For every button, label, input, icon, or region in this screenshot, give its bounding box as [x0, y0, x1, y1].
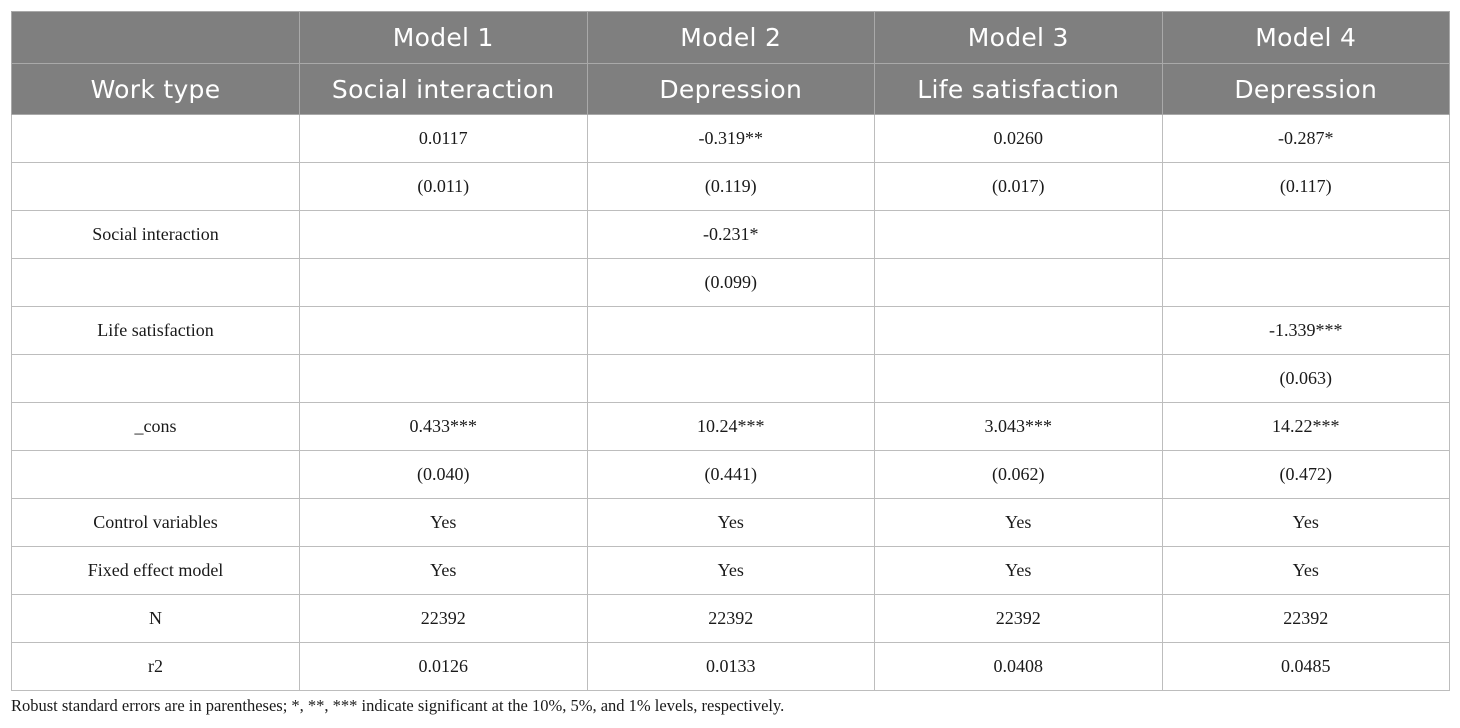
table-header: Model 1 Model 2 Model 3 Model 4 Work typ… — [11, 11, 1450, 115]
dependent-var-3: Life satisfaction — [874, 63, 1163, 115]
table-cell-model-3 — [874, 258, 1163, 307]
regression-table-container: Model 1 Model 2 Model 3 Model 4 Work typ… — [11, 11, 1450, 691]
table-row: Life satisfaction -1.339*** — [11, 306, 1450, 355]
row-label — [11, 258, 300, 307]
row-label: r2 — [11, 642, 300, 691]
dependent-var-1: Social interaction — [299, 63, 588, 115]
table-row: (0.099) — [11, 258, 1450, 307]
table-cell-model-4: -0.287* — [1161, 114, 1450, 163]
table-footnote: Robust standard errors are in parenthese… — [11, 696, 785, 715]
table-cell-model-1 — [299, 210, 588, 259]
table-cell-model-3: 0.0260 — [874, 114, 1163, 163]
model-1-header: Model 1 — [299, 11, 588, 64]
row-label: Life satisfaction — [11, 306, 300, 355]
table-cell-model-1: Yes — [299, 498, 588, 547]
table-cell-model-2: -0.319** — [586, 114, 875, 163]
table-cell-model-4 — [1161, 258, 1450, 307]
dependent-var-2: Depression — [586, 63, 875, 115]
table-body: 0.0117 -0.319** 0.0260 -0.287* (0.011) (0.119… — [11, 114, 1450, 691]
table-row: _cons 0.433*** 10.24*** 3.043*** 14.22*** — [11, 402, 1450, 451]
table-cell-model-2: (0.119) — [586, 162, 875, 211]
table-cell-model-2: 10.24*** — [586, 402, 875, 451]
table-cell-model-2 — [586, 354, 875, 403]
table-cell-model-4: -1.339*** — [1161, 306, 1450, 355]
table-cell-model-3: Yes — [874, 546, 1163, 595]
table-cell-model-1: (0.040) — [299, 450, 588, 499]
table-cell-model-4: (0.472) — [1161, 450, 1450, 499]
table-row: 0.0117 -0.319** 0.0260 -0.287* — [11, 114, 1450, 163]
row-label — [11, 354, 300, 403]
row-label: _cons — [11, 402, 300, 451]
table-cell-model-2: 0.0133 — [586, 642, 875, 691]
model-2-header: Model 2 — [586, 11, 875, 64]
table-cell-model-2: -0.231* — [586, 210, 875, 259]
table-row: (0.040) (0.441) (0.062) (0.472) — [11, 450, 1450, 499]
table-cell-model-1: 0.0117 — [299, 114, 588, 163]
table-cell-model-1: 0.0126 — [299, 642, 588, 691]
table-cell-model-4: (0.117) — [1161, 162, 1450, 211]
table-cell-model-2: Yes — [586, 546, 875, 595]
table-row: r2 0.0126 0.0133 0.0408 0.0485 — [11, 642, 1450, 691]
table-cell-model-1 — [299, 258, 588, 307]
table-row: (0.063) — [11, 354, 1450, 403]
table-cell-model-3: (0.017) — [874, 162, 1163, 211]
table-row: Fixed effect model Yes Yes Yes Yes — [11, 546, 1450, 595]
model-3-header: Model 3 — [874, 11, 1163, 64]
table-cell-model-2 — [586, 306, 875, 355]
table-cell-model-4: (0.063) — [1161, 354, 1450, 403]
table-cell-model-4: Yes — [1161, 546, 1450, 595]
table-row: N 22392 22392 22392 22392 — [11, 594, 1450, 643]
table-cell-model-4: Yes — [1161, 498, 1450, 547]
table-cell-model-3 — [874, 210, 1163, 259]
table-cell-model-4 — [1161, 210, 1450, 259]
table-cell-model-3: (0.062) — [874, 450, 1163, 499]
header-corner-cell — [11, 11, 300, 64]
table-cell-model-2: Yes — [586, 498, 875, 547]
header-row-dependent-vars: Work type Social interaction Depression … — [11, 63, 1450, 115]
table-cell-model-2: (0.441) — [586, 450, 875, 499]
row-label-header: Work type — [11, 63, 300, 115]
header-row-models: Model 1 Model 2 Model 3 Model 4 — [11, 11, 1450, 64]
row-label — [11, 114, 300, 163]
row-label: Fixed effect model — [11, 546, 300, 595]
table-row: Social interaction -0.231* — [11, 210, 1450, 259]
table-cell-model-4: 14.22*** — [1161, 402, 1450, 451]
table-row: Control variables Yes Yes Yes Yes — [11, 498, 1450, 547]
regression-table: Model 1 Model 2 Model 3 Model 4 Work typ… — [11, 11, 1450, 691]
row-label — [11, 450, 300, 499]
table-cell-model-2: (0.099) — [586, 258, 875, 307]
table-cell-model-1: 22392 — [299, 594, 588, 643]
table-cell-model-3: Yes — [874, 498, 1163, 547]
row-label — [11, 162, 300, 211]
table-cell-model-3: 0.0408 — [874, 642, 1163, 691]
table-row: (0.011) (0.119) (0.017) (0.117) — [11, 162, 1450, 211]
table-cell-model-4: 22392 — [1161, 594, 1450, 643]
table-cell-model-2: 22392 — [586, 594, 875, 643]
table-cell-model-1 — [299, 306, 588, 355]
table-cell-model-1: (0.011) — [299, 162, 588, 211]
table-cell-model-1 — [299, 354, 588, 403]
table-cell-model-1: Yes — [299, 546, 588, 595]
row-label: Control variables — [11, 498, 300, 547]
table-cell-model-3 — [874, 306, 1163, 355]
table-cell-model-3: 22392 — [874, 594, 1163, 643]
row-label: N — [11, 594, 300, 643]
table-cell-model-3 — [874, 354, 1163, 403]
row-label: Social interaction — [11, 210, 300, 259]
table-cell-model-3: 3.043*** — [874, 402, 1163, 451]
dependent-var-4: Depression — [1161, 63, 1450, 115]
table-cell-model-4: 0.0485 — [1161, 642, 1450, 691]
table-cell-model-1: 0.433*** — [299, 402, 588, 451]
model-4-header: Model 4 — [1161, 11, 1450, 64]
